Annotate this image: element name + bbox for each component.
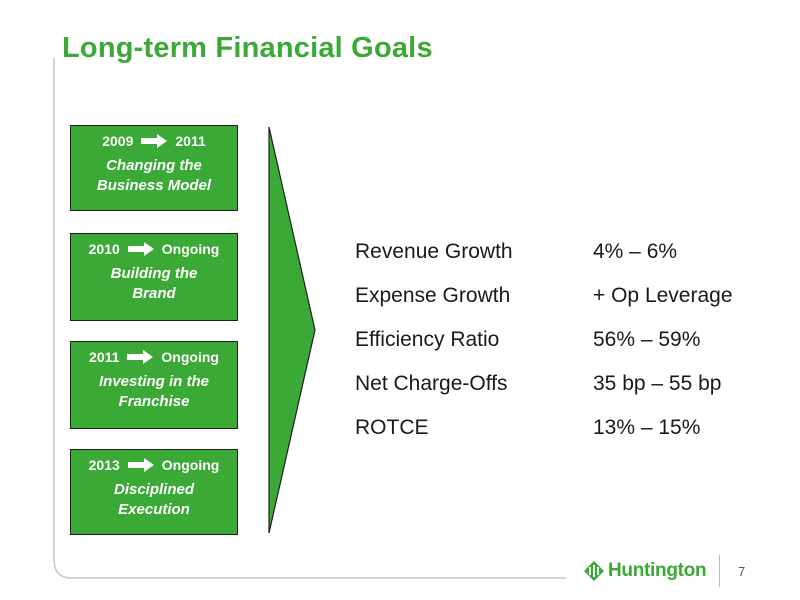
phase-desc-line: Investing in the (98, 373, 209, 390)
phase-end-label: Ongoing (161, 241, 220, 257)
phase-description: Investing in the Franchise (71, 372, 237, 412)
phase-start-year: 2009 (102, 133, 134, 149)
phase-desc-line: Disciplined (113, 481, 195, 498)
right-arrow-icon (141, 134, 168, 148)
logo-text: Huntington (608, 560, 707, 581)
right-arrow-icon (127, 458, 154, 472)
phase-header: 2013 Ongoing (71, 450, 237, 480)
phase-desc-line: Building the (110, 265, 198, 282)
goal-value: 13% – 15% (593, 416, 701, 439)
phase-description: Changing the Business Model (71, 156, 237, 196)
phase-description: Building the Brand (71, 264, 237, 304)
phase-start-year: 2010 (88, 241, 120, 257)
phase-box-4: 2013 Ongoing Disciplined Execution (70, 449, 238, 535)
phase-desc-line: Franchise (118, 393, 190, 410)
goals-list: Revenue Growth 4% – 6% Expense Growth + … (355, 230, 733, 450)
goal-label: Expense Growth (355, 284, 511, 307)
goal-row: Expense Growth + Op Leverage (355, 274, 733, 318)
goal-row: ROTCE 13% – 15% (355, 406, 733, 450)
phase-box-1: 2009 2011 Changing the Business Model (70, 125, 238, 211)
phase-header: 2009 2011 (71, 126, 237, 156)
phase-desc-line: Business Model (96, 177, 212, 194)
phase-end-label: Ongoing (161, 457, 220, 473)
phase-start-year: 2011 (89, 349, 120, 365)
chevron-arrow-icon (268, 126, 316, 534)
footer-divider (719, 555, 720, 587)
page-title: Long-term Financial Goals (62, 32, 433, 64)
right-arrow-icon (127, 350, 154, 364)
phase-end-label: Ongoing (161, 349, 219, 365)
phase-end-label: 2011 (175, 133, 206, 149)
phase-box-3: 2011 Ongoing Investing in the Franchise (70, 341, 238, 429)
phase-desc-line: Brand (132, 285, 176, 302)
goal-value: 56% – 59% (593, 328, 701, 351)
goal-value: + Op Leverage (593, 284, 733, 307)
goal-row: Revenue Growth 4% – 6% (355, 230, 733, 274)
phase-desc-line: Execution (118, 501, 190, 518)
page-number: 7 (738, 564, 746, 579)
goal-row: Net Charge-Offs 35 bp – 55 bp (355, 362, 733, 406)
phase-start-year: 2013 (88, 457, 120, 473)
goal-label: Revenue Growth (355, 240, 513, 263)
phase-header: 2010 Ongoing (71, 234, 237, 264)
phase-header: 2011 Ongoing (71, 342, 237, 372)
goal-label: Efficiency Ratio (355, 328, 500, 351)
right-arrow-icon (127, 242, 154, 256)
phase-desc-line: Changing the (106, 157, 202, 174)
goal-label: ROTCE (355, 416, 429, 439)
goal-row: Efficiency Ratio 56% – 59% (355, 318, 733, 362)
goal-value: 4% – 6% (593, 240, 678, 263)
huntington-logo: Huntington (584, 560, 707, 582)
huntington-logo-icon (584, 561, 604, 581)
goal-value: 35 bp – 55 bp (593, 372, 722, 395)
phase-box-2: 2010 Ongoing Building the Brand (70, 233, 238, 321)
phase-description: Disciplined Execution (71, 480, 237, 520)
goal-label: Net Charge-Offs (355, 372, 508, 395)
